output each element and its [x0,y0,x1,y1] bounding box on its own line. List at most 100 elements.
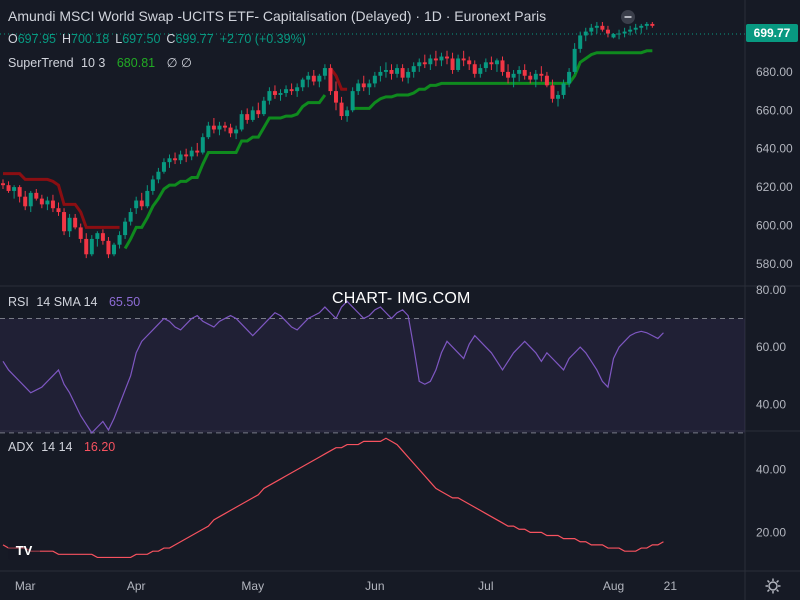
candle-up [206,125,211,138]
candle-up [167,158,172,163]
change-value: +2.70 (+0.39%) [219,32,306,46]
candle-down [245,114,250,120]
candle-down [62,212,67,232]
adx-legend[interactable]: ADX 14 14 16.20 [8,440,115,454]
candle-up [611,33,616,38]
adx-label: ADX [8,440,34,454]
candle-up [511,73,516,78]
candle-down [228,127,233,134]
candle-down [73,217,78,228]
candle-down [528,75,533,80]
watermark: CHART- IMG.COM [332,290,471,307]
candle-down [422,62,427,65]
supertrend-uptrend-line [352,49,653,110]
low-label: L [115,32,123,46]
candle-up [134,200,139,209]
supertrend-label: SuperTrend [8,56,74,70]
candle-down [173,158,178,161]
high-label: H [61,32,71,46]
rsi-legend[interactable]: RSI 14 SMA 14 65.50 [8,295,140,309]
open-label: O [8,32,18,46]
supertrend-params: 10 3 [81,56,106,70]
candle-up [161,162,166,172]
candle-up [428,58,433,65]
candle-up [189,150,194,157]
supertrend-legend[interactable]: SuperTrend 10 3 680.81 ∅ ∅ [8,55,192,70]
candle-up [295,87,300,92]
adx-axis-tick: 20.00 [756,525,786,539]
candle-up [45,200,50,205]
candle-up [411,66,416,72]
candle-down [361,83,366,88]
gear-icon[interactable] [765,578,781,599]
candle-up [234,129,239,134]
price-axis-tick: 680.00 [756,65,793,79]
candle-down [539,73,544,76]
candle-up [239,114,244,130]
candle-up [261,100,266,115]
candle-up [644,23,649,26]
candle-down [23,196,28,207]
candle-up [572,48,577,72]
adx-value: 16.20 [83,440,116,454]
candle-down [550,85,555,99]
candle-down [289,89,294,92]
candle-up [628,29,633,32]
candle-up [123,221,128,236]
candle-up [267,91,272,101]
candle-up [578,35,583,49]
candle-up [150,179,155,191]
candle-up [417,62,422,67]
candle-down [522,69,527,76]
open-value: 697.95 [17,32,56,46]
candle-down [1,183,5,186]
rsi-axis-tick: 60.00 [756,340,786,354]
low-value: 697.50 [122,32,161,46]
circle-minus-icon[interactable] [620,9,636,30]
candle-up [556,94,560,99]
candle-up [112,244,116,255]
candle-down [472,64,477,74]
candle-down [311,75,316,82]
candle-down [461,58,466,61]
candle-up [517,69,522,74]
chart-title: Amundi MSCI World Swap -UCITS ETF- Capit… [8,8,547,24]
candle-down [78,227,83,239]
candle-up [483,62,488,69]
candle-up [300,79,305,88]
candle-down [506,71,511,78]
adx-line [2,437,664,559]
rsi-line [2,300,664,434]
candle-down [256,110,261,115]
candle-up [95,233,100,239]
candle-down [400,68,405,78]
candle-down [211,125,216,130]
candle-up [356,83,361,92]
candle-up [567,71,572,84]
candle-up [89,238,94,255]
close-value: 699.77 [175,32,214,46]
candle-down [195,150,200,153]
candle-down [6,185,11,191]
candle-down [272,91,277,95]
candle-down [223,125,227,128]
candle-up [345,110,350,117]
candle-down [106,240,111,255]
price-axis-tick: 640.00 [756,142,793,156]
ohlc-row: O697.95 H700.18 L697.50 C699.77 +2.70 (+0.39… [8,32,306,46]
candle-up [633,27,638,30]
candle-up [28,192,33,207]
candle-up [317,75,322,82]
chart-title-row: Amundi MSCI World Swap -UCITS ETF- Capit… [8,8,546,24]
candle-up [156,171,161,180]
price-axis-tick: 600.00 [756,218,793,232]
candle-down [100,233,105,241]
candle-up [367,83,372,88]
candle-up [217,125,222,130]
candle-up [383,69,388,72]
tradingview-logo-icon[interactable]: TV [8,540,40,565]
time-axis-label: May [241,579,264,593]
candle-up [378,71,383,76]
candle-up [145,190,150,207]
